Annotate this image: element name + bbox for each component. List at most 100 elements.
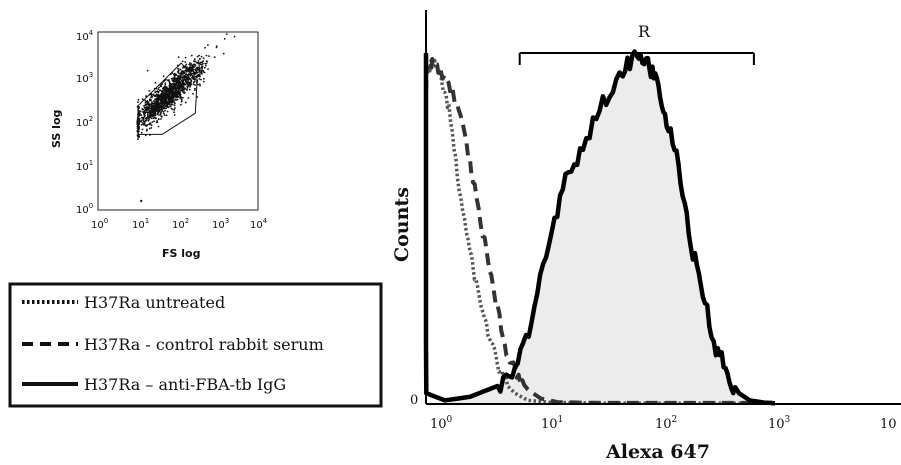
scatter-event-dot bbox=[167, 106, 170, 109]
scatter-event-dot bbox=[149, 122, 152, 124]
scatter-event-dot bbox=[148, 89, 151, 92]
scatter-event-dot bbox=[192, 72, 194, 75]
legend-label: H37Ra – anti-FBA-tb IgG bbox=[84, 375, 286, 394]
scatter-event-dot bbox=[225, 33, 228, 35]
scatter-event-dot bbox=[166, 101, 168, 104]
scatter-event-dot bbox=[180, 86, 182, 89]
scatter-event-dot bbox=[153, 108, 155, 111]
scatter-event-dot bbox=[157, 88, 160, 91]
scatter-event-dot bbox=[137, 98, 140, 101]
scatter-event-dot bbox=[190, 79, 193, 82]
scatter-event-dot bbox=[198, 70, 201, 73]
scatter-event-dot bbox=[144, 104, 147, 106]
scatter-event-dot bbox=[153, 100, 156, 102]
scatter-event-dot bbox=[154, 95, 157, 98]
scatter-event-dot bbox=[183, 75, 186, 77]
scatter-event-dot bbox=[141, 108, 144, 111]
histogram-panel: 0 100 101 102 103 10 R Alexa 647 Counts bbox=[391, 10, 901, 463]
scatter-event-dot bbox=[147, 108, 150, 110]
scatter-event-dot bbox=[146, 124, 149, 126]
scatter-event-dot bbox=[174, 78, 177, 80]
scatter-event-dot bbox=[154, 81, 157, 84]
scatter-event-dot bbox=[143, 105, 145, 107]
scatter-event-dot bbox=[213, 56, 216, 59]
scatter-event-dot bbox=[141, 128, 144, 131]
scatter-event-dot bbox=[194, 87, 196, 90]
scatter-event-dot bbox=[150, 108, 153, 110]
scatter-event-dot bbox=[163, 101, 166, 103]
scatter-event-dot bbox=[174, 102, 176, 105]
scatter-event-dot bbox=[155, 117, 157, 120]
scatter-event-dot bbox=[202, 57, 205, 60]
scatter-event-dot bbox=[179, 89, 182, 92]
scatter-event-dot bbox=[192, 93, 194, 95]
scatter-event-dot bbox=[151, 95, 153, 97]
scatter-event-dot bbox=[164, 94, 167, 96]
scatter-event-dot bbox=[153, 114, 155, 117]
scatter-event-dot bbox=[182, 76, 185, 79]
scatter-event-dot bbox=[161, 89, 164, 92]
scatter-event-dot bbox=[195, 61, 198, 64]
gate-label: R bbox=[638, 22, 651, 41]
scatter-event-dot bbox=[170, 100, 172, 103]
scatter-x-tick: 100 bbox=[91, 217, 108, 231]
scatter-event-dot bbox=[169, 85, 172, 88]
scatter-event-dot bbox=[165, 114, 168, 117]
scatter-y-tick: 102 bbox=[76, 115, 93, 129]
scatter-event-dot bbox=[164, 109, 166, 112]
scatter-event-dot bbox=[164, 83, 167, 86]
scatter-event-dot bbox=[173, 111, 176, 114]
scatter-event-dot bbox=[138, 117, 141, 120]
scatter-event-dot bbox=[191, 67, 194, 69]
scatter-event-dot bbox=[164, 88, 167, 91]
scatter-event-dot bbox=[171, 103, 174, 106]
scatter-event-dot bbox=[168, 81, 171, 83]
scatter-event-dot bbox=[169, 83, 172, 86]
scatter-event-dot bbox=[168, 101, 171, 104]
legend-label: H37Ra untreated bbox=[84, 293, 225, 312]
scatter-event-dot bbox=[146, 116, 149, 119]
scatter-event-dot bbox=[159, 85, 162, 88]
scatter-event-dot bbox=[157, 91, 160, 93]
scatter-event-dot bbox=[150, 117, 153, 120]
scatter-event-dot bbox=[186, 85, 189, 88]
scatter-event-dot bbox=[148, 109, 151, 112]
scatter-event-dot bbox=[180, 73, 183, 75]
scatter-event-dot bbox=[195, 68, 197, 71]
scatter-event-dot bbox=[167, 94, 170, 96]
scatter-event-dot bbox=[152, 104, 155, 107]
scatter-event-dot bbox=[163, 114, 166, 116]
scatter-event-dot bbox=[173, 90, 176, 93]
scatter-event-dot bbox=[200, 71, 203, 73]
scatter-event-dot bbox=[168, 96, 170, 99]
scatter-event-dot bbox=[143, 106, 146, 109]
scatter-event-dot bbox=[171, 108, 174, 111]
scatter-event-dot bbox=[179, 92, 182, 94]
scatter-outlier-dot bbox=[140, 199, 143, 203]
scatter-event-dot bbox=[197, 60, 200, 62]
scatter-event-dot bbox=[186, 78, 189, 81]
scatter-event-dot bbox=[173, 109, 176, 111]
scatter-event-dot bbox=[151, 101, 153, 103]
scatter-event-dot bbox=[150, 111, 153, 113]
scatter-event-dot bbox=[153, 112, 156, 114]
scatter-event-dot bbox=[142, 117, 145, 120]
scatter-event-dot bbox=[183, 91, 186, 94]
scatter-event-dot bbox=[175, 96, 178, 99]
scatter-event-dot bbox=[156, 120, 159, 122]
scatter-event-dot bbox=[179, 97, 181, 99]
scatter-event-dot bbox=[185, 81, 188, 84]
scatter-event-dot bbox=[160, 83, 163, 86]
histogram-x-tick: 103 bbox=[768, 415, 791, 432]
scatter-event-dot bbox=[198, 54, 201, 57]
scatter-event-dot bbox=[202, 77, 205, 80]
scatter-event-dot bbox=[222, 52, 225, 55]
scatter-event-dot bbox=[200, 63, 203, 66]
scatter-event-dot bbox=[143, 120, 145, 123]
scatter-event-dot bbox=[143, 122, 146, 125]
scatter-event-dot bbox=[178, 69, 180, 72]
scatter-event-dot bbox=[180, 83, 183, 85]
scatter-event-dot bbox=[179, 81, 182, 84]
scatter-event-dot bbox=[199, 84, 202, 87]
